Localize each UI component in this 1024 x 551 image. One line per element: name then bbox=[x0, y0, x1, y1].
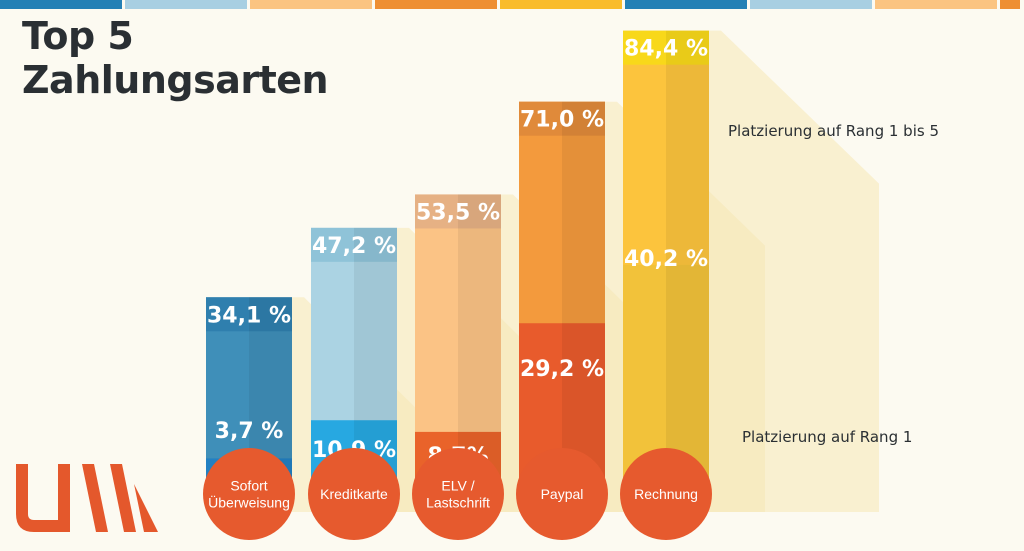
bar-shade bbox=[354, 227, 397, 478]
page-title: Top 5 Zahlungsarten bbox=[22, 14, 329, 102]
category-circle bbox=[412, 448, 504, 540]
top-bar-segment bbox=[0, 0, 122, 9]
bar-cap bbox=[206, 297, 292, 332]
bar-cap bbox=[311, 227, 397, 262]
bar-cap bbox=[623, 30, 709, 65]
category-circle bbox=[620, 448, 712, 540]
legend-lower-label: Platzierung auf Rang 1 bbox=[742, 428, 913, 446]
top-color-bar bbox=[0, 0, 1024, 9]
bar-lower bbox=[623, 264, 709, 478]
bar-upper bbox=[415, 194, 501, 478]
category-label: Rechnung bbox=[634, 486, 698, 502]
top-bar-segment bbox=[750, 0, 872, 9]
title-line-1: Top 5 bbox=[22, 14, 134, 58]
top-bar-segment bbox=[1000, 0, 1020, 9]
bar-shade bbox=[249, 297, 292, 478]
title-line-2: Zahlungsarten bbox=[22, 58, 329, 102]
category-label: Überweisung bbox=[208, 494, 290, 511]
bar-cap bbox=[415, 194, 501, 229]
bar-shade bbox=[666, 30, 709, 479]
category-circle bbox=[203, 448, 295, 540]
top-bar-segment bbox=[875, 0, 997, 9]
top-bar-segment bbox=[625, 0, 747, 9]
top-bar-segment bbox=[250, 0, 372, 9]
top-bar-segment bbox=[375, 0, 497, 9]
category-label: ELV / bbox=[441, 478, 474, 494]
legend-upper-label: Platzierung auf Rang 1 bis 5 bbox=[728, 122, 939, 140]
category-label: Sofort bbox=[230, 478, 267, 494]
bar-shadow bbox=[709, 30, 879, 513]
bar-upper-value-label: 53,5 % bbox=[416, 200, 500, 225]
bar-shade bbox=[458, 194, 501, 478]
company-logo bbox=[16, 464, 158, 532]
category-circle bbox=[308, 448, 400, 540]
bar-lower-value-label: 29,2 % bbox=[520, 357, 604, 382]
bar-upper-value-label: 34,1 % bbox=[207, 303, 291, 328]
top-bar-segment bbox=[500, 0, 622, 9]
category-label: Paypal bbox=[541, 486, 584, 502]
category-label: Kreditkarte bbox=[320, 486, 388, 502]
top-bar-segment bbox=[125, 0, 247, 9]
category-label: Lastschrift bbox=[426, 495, 490, 511]
bar-shade bbox=[562, 101, 605, 478]
bar-upper-value-label: 47,2 % bbox=[312, 234, 396, 259]
bar-cap bbox=[519, 101, 605, 136]
bar-upper-value-label: 71,0 % bbox=[520, 108, 604, 133]
category-circle bbox=[516, 448, 608, 540]
bar-lower-value-label: 3,7 % bbox=[215, 419, 284, 444]
bar-upper-value-label: 84,4 % bbox=[624, 37, 708, 62]
bar-lower-value-label: 40,2 % bbox=[624, 247, 708, 272]
